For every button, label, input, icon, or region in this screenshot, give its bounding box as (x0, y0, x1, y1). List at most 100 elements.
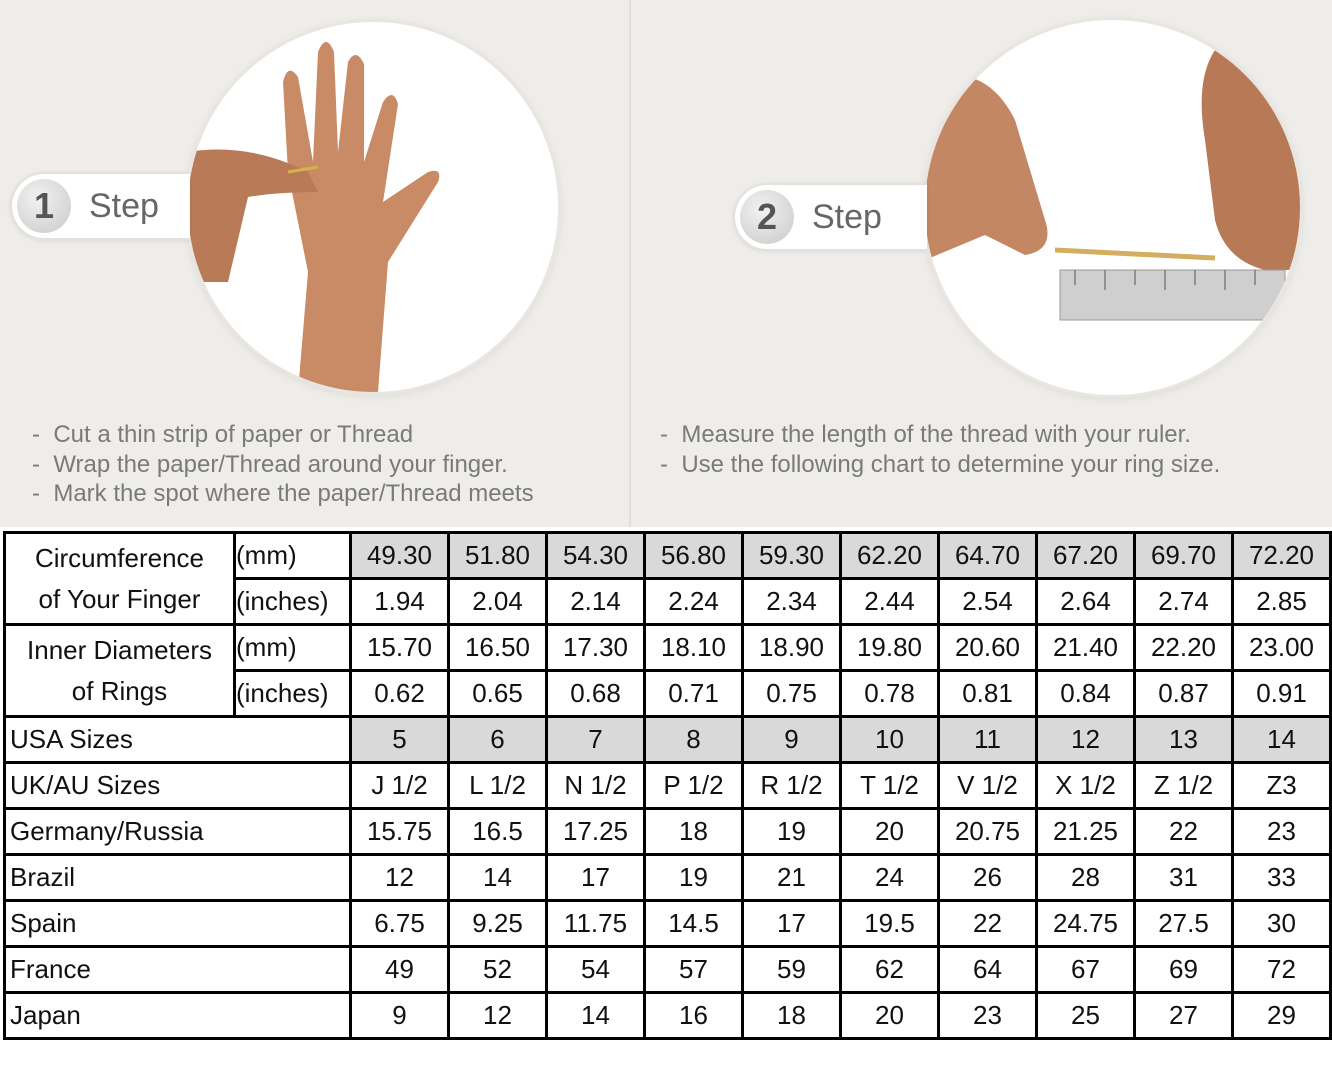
size-cell: 72 (1231, 945, 1332, 994)
size-cell: 64 (937, 945, 1038, 994)
hand-measuring-photo (188, 22, 558, 392)
size-row: Brazil 12 14 17 19 21 24 26 28 31 33 (3, 853, 1332, 902)
size-cell: 11 (937, 715, 1038, 764)
label-line: of Rings (71, 675, 168, 706)
size-cell: 2.74 (1133, 577, 1234, 626)
size-cell: 17.30 (545, 623, 646, 672)
size-cell: 23 (937, 991, 1038, 1040)
size-cell: 21.25 (1035, 807, 1136, 856)
size-cell: 14 (545, 991, 646, 1040)
step-number: 1 (17, 179, 71, 233)
unit-label: (inches) (233, 577, 352, 626)
size-cell: 10 (839, 715, 940, 764)
row-label: UK/AU Sizes (3, 761, 352, 810)
step-2-badge: 2 Step (733, 183, 927, 251)
size-cell: 30 (1231, 899, 1332, 948)
size-cell: 24.75 (1035, 899, 1136, 948)
size-cell: 23 (1231, 807, 1332, 856)
step-number: 2 (740, 190, 794, 244)
label-line: of Your Finger (38, 583, 201, 614)
note: Measure the length of the thread with yo… (660, 420, 1220, 450)
label-line: Inner Diameters (27, 634, 212, 665)
size-cell: 67.20 (1035, 531, 1136, 580)
row-label: Spain (3, 899, 352, 948)
size-cell: 2.34 (741, 577, 842, 626)
size-cell: 28 (1035, 853, 1136, 902)
instructions-panel: 1 Step Cut a thin strip of paper or Thre… (0, 0, 1332, 527)
size-cell: 49.30 (349, 531, 450, 580)
size-cell: 20.75 (937, 807, 1038, 856)
circumference-label: Circumference of Your Finger (3, 531, 236, 626)
size-cell: 0.68 (545, 669, 646, 718)
size-cell: 2.85 (1231, 577, 1332, 626)
size-cell: 9.25 (447, 899, 548, 948)
unit-label: (inches) (233, 669, 352, 718)
size-cell: 56.80 (643, 531, 744, 580)
size-cell: 8 (643, 715, 744, 764)
size-cell: 19 (741, 807, 842, 856)
size-cell: 0.78 (839, 669, 940, 718)
size-cell: 15.75 (349, 807, 450, 856)
size-cell: 27 (1133, 991, 1234, 1040)
size-cell: 23.00 (1231, 623, 1332, 672)
size-cell: 2.64 (1035, 577, 1136, 626)
size-cell: 6.75 (349, 899, 450, 948)
size-cell: 12 (447, 991, 548, 1040)
size-row: UK/AU Sizes J 1/2 L 1/2 N 1/2 P 1/2 R 1/2 T 1/… (3, 761, 1332, 810)
row-label: Japan (3, 991, 352, 1040)
size-cell: 69.70 (1133, 531, 1234, 580)
size-cell: 0.84 (1035, 669, 1136, 718)
step-label: Step (89, 186, 159, 225)
size-cell: 54 (545, 945, 646, 994)
ring-size-chart: Circumference of Your Finger (mm) 49.30 51.8… (3, 531, 1332, 1040)
size-cell: X 1/2 (1035, 761, 1136, 810)
size-cell: 57 (643, 945, 744, 994)
size-cell: 17.25 (545, 807, 646, 856)
size-cell: 33 (1231, 853, 1332, 902)
size-cell: 14 (447, 853, 548, 902)
size-cell: 0.65 (447, 669, 548, 718)
size-cell: 25 (1035, 991, 1136, 1040)
size-cell: V 1/2 (937, 761, 1038, 810)
diameter-label: Inner Diameters of Rings (3, 623, 236, 718)
size-cell: 0.87 (1133, 669, 1234, 718)
size-cell: 15.70 (349, 623, 450, 672)
size-cell: 27.5 (1133, 899, 1234, 948)
size-cell: 7 (545, 715, 646, 764)
size-cell: 2.54 (937, 577, 1038, 626)
size-cell: 19.80 (839, 623, 940, 672)
size-cell: 64.70 (937, 531, 1038, 580)
size-cell: 54.30 (545, 531, 646, 580)
size-cell: 11.75 (545, 899, 646, 948)
size-cell: 17 (741, 899, 842, 948)
size-cell: J 1/2 (349, 761, 450, 810)
size-cell: 16 (643, 991, 744, 1040)
size-cell: N 1/2 (545, 761, 646, 810)
size-cell: P 1/2 (643, 761, 744, 810)
note: Wrap the paper/Thread around your finger… (32, 450, 534, 480)
size-cell: 51.80 (447, 531, 548, 580)
row-label: USA Sizes (3, 715, 352, 764)
size-cell: 20 (839, 991, 940, 1040)
size-cell: 12 (349, 853, 450, 902)
size-cell: 31 (1133, 853, 1234, 902)
size-cell: 49 (349, 945, 450, 994)
size-row: USA Sizes 5 6 7 8 9 10 11 12 13 14 (3, 715, 1332, 764)
note: Mark the spot where the paper/Thread mee… (32, 479, 533, 509)
size-row: Germany/Russia 15.75 16.5 17.25 18 19 20 20.75 2… (3, 807, 1332, 856)
ruler-measuring-photo (925, 20, 1300, 395)
row-label: Brazil (3, 853, 352, 902)
circumference-inches-row: (inches) 1.94 2.04 2.14 2.24 2.34 2.44 2.54 2.64… (5, 577, 1332, 626)
size-cell: 69 (1133, 945, 1234, 994)
size-cell: 0.71 (643, 669, 744, 718)
size-cell: 20.60 (937, 623, 1038, 672)
size-cell: 2.14 (545, 577, 646, 626)
size-cell: 13 (1133, 715, 1234, 764)
size-cell: 19.5 (839, 899, 940, 948)
size-cell: 21.40 (1035, 623, 1136, 672)
size-cell: 0.81 (937, 669, 1038, 718)
size-cell: 0.91 (1231, 669, 1332, 718)
size-cell: Z3 (1231, 761, 1332, 810)
size-cell: 21 (741, 853, 842, 902)
size-cell: 62 (839, 945, 940, 994)
